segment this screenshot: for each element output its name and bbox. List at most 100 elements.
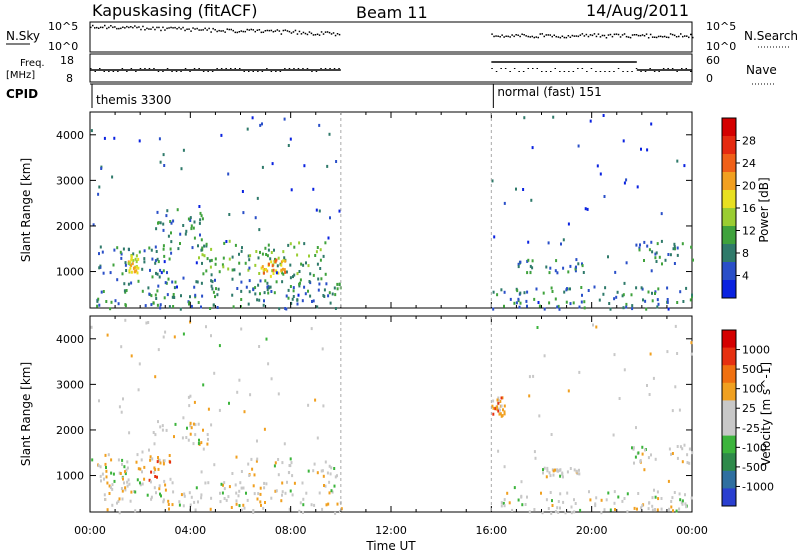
echo-cell [259,279,262,283]
nsky-point [292,31,295,33]
freq-point [658,71,660,72]
echo-cell [240,298,243,301]
echo-cell [316,246,319,249]
echo-cell [274,489,277,493]
echo-cell [308,280,311,283]
nsky-point [645,33,648,35]
nsky-point [579,34,582,36]
echo-cell [98,185,101,189]
freq-point [302,68,304,69]
echo-cell [497,407,500,411]
nsky-point [491,33,493,35]
echo-cell [319,258,322,262]
echo-cell [327,294,330,298]
echo-cell [192,442,195,446]
echo-cell [617,495,620,499]
nsky-point [692,36,694,39]
nsky-point [631,34,634,36]
echo-cell [269,257,272,261]
velocity-panel [89,315,693,513]
echo-cell [164,281,167,285]
echo-cell [550,511,553,515]
echo-cell [158,275,161,279]
echo-cell [256,196,259,200]
echo-cell [122,477,124,481]
echo-cell [625,261,628,265]
freq-point [333,68,336,69]
echo-cell [526,259,529,263]
echo-cell [152,431,155,434]
echo-cell [651,496,654,500]
freq-point [162,71,164,72]
nsky-point [92,24,94,27]
echo-cell [632,446,635,450]
y-tick-label: 1000 [56,266,84,279]
echo-cell [670,505,673,509]
echo-cell [517,262,520,266]
echo-cell [182,332,185,336]
echo-cell [284,307,287,310]
echo-cell [671,452,674,455]
freq-point [586,71,588,72]
echo-cell [496,405,499,409]
nsky-point [639,34,642,37]
echo-cell [153,442,156,446]
echo-cell [221,263,224,267]
echo-cell [503,201,506,205]
echo-cell [163,296,166,300]
nsky-point [499,36,501,38]
echo-cell [600,511,603,515]
echo-cell [631,446,633,450]
echo-cell [159,160,162,164]
echo-cell [683,164,686,168]
nsearch-tick-top: 10^5 [706,20,736,33]
echo-cell [688,461,691,465]
echo-cell [679,290,682,294]
echo-cell [667,479,670,483]
echo-cell [203,254,206,258]
echo-cell [156,475,158,479]
freq-point [166,68,169,69]
echo-cell [650,122,653,126]
echo-cell [639,243,641,247]
echo-cell [320,277,323,281]
echo-cell [600,498,603,502]
echo-cell [277,256,280,260]
echo-cell [212,303,215,307]
echo-cell [262,303,265,307]
nsky-point [298,30,301,33]
echo-cell [202,447,205,451]
echo-cell [251,116,254,120]
echo-cell [150,497,153,501]
echo-cell [245,285,248,289]
echo-cell [173,296,176,299]
echo-cell [326,164,329,168]
echo-cell [270,251,273,254]
echo-cell [503,404,506,408]
echo-cell [527,258,530,262]
freq-label-1: Freq. [20,58,45,69]
echo-cell [151,457,154,461]
echo-cell [296,298,299,302]
echo-cell [163,479,166,483]
echo-cell [135,254,138,258]
echo-cell [100,290,103,294]
echo-cell [162,500,165,504]
echo-cell [201,294,204,298]
colorbar-tick-label: -500 [742,461,767,474]
echo-cell [500,396,503,400]
echo-cell [182,148,185,152]
echo-cell [284,259,287,263]
echo-cell [667,307,670,311]
echo-cell [293,245,296,249]
freq-point [338,68,340,69]
echo-cell [287,288,290,292]
echo-cell [100,167,103,170]
echo-cell [524,503,527,506]
echo-cell [275,280,278,284]
echo-cell [194,433,197,437]
nsky-point [497,35,499,37]
echo-cell [209,265,212,269]
echo-cell [144,304,147,308]
nsky-point [641,34,644,36]
